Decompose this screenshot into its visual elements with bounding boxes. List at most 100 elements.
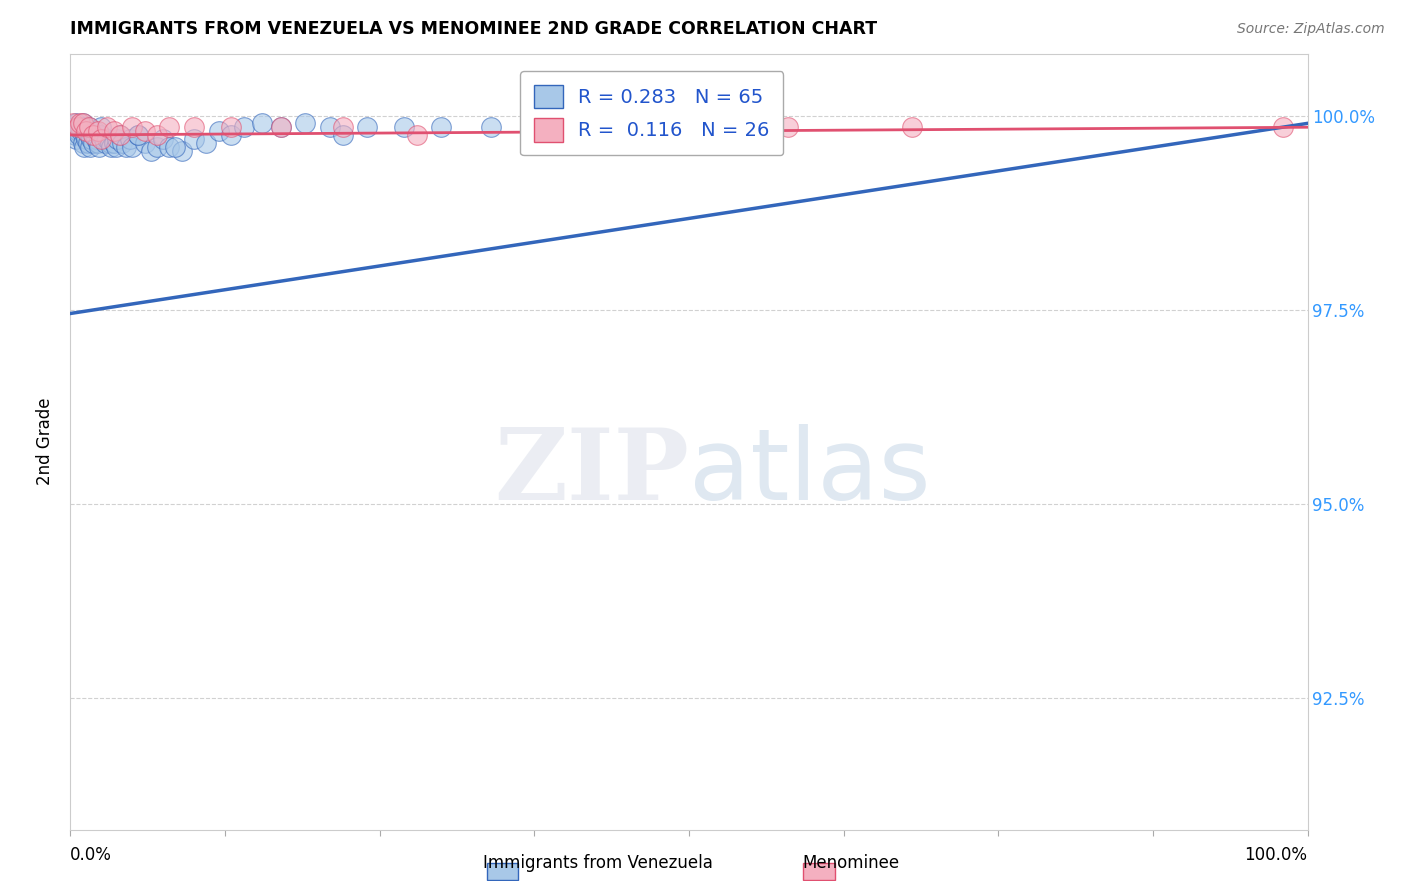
Point: [146, 139, 169, 153]
Text: Source: ZipAtlas.com: Source: ZipAtlas.com: [1237, 22, 1385, 37]
Text: ZIP: ZIP: [494, 424, 689, 521]
Point: [430, 120, 453, 135]
Point: [105, 132, 128, 146]
Point: [67, 128, 90, 142]
Point: [69, 116, 91, 130]
Point: [134, 124, 156, 138]
Point: [65, 116, 87, 130]
Point: [82, 128, 104, 142]
Point: [332, 120, 354, 135]
Point: [90, 120, 112, 135]
Point: [652, 128, 675, 142]
Point: [219, 128, 242, 142]
Point: [134, 136, 156, 150]
Point: [146, 128, 169, 142]
Point: [72, 116, 94, 130]
Point: [529, 120, 551, 135]
Point: [115, 139, 138, 153]
Point: [219, 120, 242, 135]
Point: [319, 120, 342, 135]
Point: [121, 139, 143, 153]
Point: [118, 132, 141, 146]
Point: [72, 116, 94, 130]
Point: [183, 132, 205, 146]
Point: [195, 136, 218, 150]
FancyBboxPatch shape: [486, 863, 519, 880]
Point: [66, 124, 89, 138]
Text: IMMIGRANTS FROM VENEZUELA VS MENOMINEE 2ND GRADE CORRELATION CHART: IMMIGRANTS FROM VENEZUELA VS MENOMINEE 2…: [70, 21, 877, 38]
Point: [84, 132, 107, 146]
Y-axis label: 2nd Grade: 2nd Grade: [37, 398, 55, 485]
Point: [63, 124, 86, 138]
Point: [84, 124, 107, 138]
Point: [232, 120, 254, 135]
Point: [86, 136, 108, 150]
Point: [90, 128, 112, 142]
Point: [69, 120, 91, 135]
Point: [75, 132, 97, 146]
Point: [900, 120, 922, 135]
Point: [90, 132, 112, 146]
Point: [87, 139, 110, 153]
Point: [65, 132, 87, 146]
Point: [1271, 120, 1294, 135]
Text: 100.0%: 100.0%: [1244, 847, 1308, 864]
Point: [73, 139, 96, 153]
Point: [127, 128, 149, 142]
Point: [127, 128, 149, 142]
Point: [208, 124, 231, 138]
Point: [356, 120, 378, 135]
Point: [82, 136, 104, 150]
Point: [70, 124, 93, 138]
Legend: R = 0.283   N = 65, R =  0.116   N = 26: R = 0.283 N = 65, R = 0.116 N = 26: [520, 71, 783, 155]
Point: [108, 128, 131, 142]
Point: [170, 144, 193, 158]
Point: [75, 124, 97, 138]
Point: [394, 120, 416, 135]
Point: [152, 132, 174, 146]
Point: [121, 120, 143, 135]
Point: [105, 139, 128, 153]
Point: [405, 128, 427, 142]
Point: [62, 116, 84, 130]
Point: [270, 120, 292, 135]
Point: [776, 120, 799, 135]
Point: [103, 136, 125, 150]
Point: [76, 136, 98, 150]
Point: [83, 128, 105, 142]
Point: [98, 136, 121, 150]
Point: [94, 136, 117, 150]
Point: [77, 120, 100, 135]
Point: [75, 128, 97, 142]
Point: [529, 124, 551, 138]
Point: [139, 144, 162, 158]
Text: Immigrants from Venezuela: Immigrants from Venezuela: [482, 855, 713, 872]
Point: [80, 132, 103, 146]
Point: [183, 120, 205, 135]
Point: [332, 128, 354, 142]
Point: [77, 128, 100, 142]
Text: atlas: atlas: [689, 424, 931, 521]
Point: [479, 120, 502, 135]
Point: [96, 132, 118, 146]
Point: [108, 128, 131, 142]
Point: [165, 139, 187, 153]
Point: [77, 120, 100, 135]
FancyBboxPatch shape: [803, 863, 835, 880]
Point: [100, 139, 122, 153]
Point: [157, 120, 180, 135]
Point: [65, 128, 87, 142]
Text: 0.0%: 0.0%: [70, 847, 112, 864]
Point: [75, 120, 97, 135]
Point: [270, 120, 292, 135]
Point: [111, 136, 134, 150]
Point: [93, 132, 115, 146]
Point: [294, 116, 316, 130]
Point: [72, 136, 94, 150]
Point: [157, 139, 180, 153]
Point: [62, 120, 84, 135]
Point: [103, 124, 125, 138]
Point: [66, 120, 89, 135]
Text: Menominee: Menominee: [801, 855, 900, 872]
Point: [250, 116, 273, 130]
